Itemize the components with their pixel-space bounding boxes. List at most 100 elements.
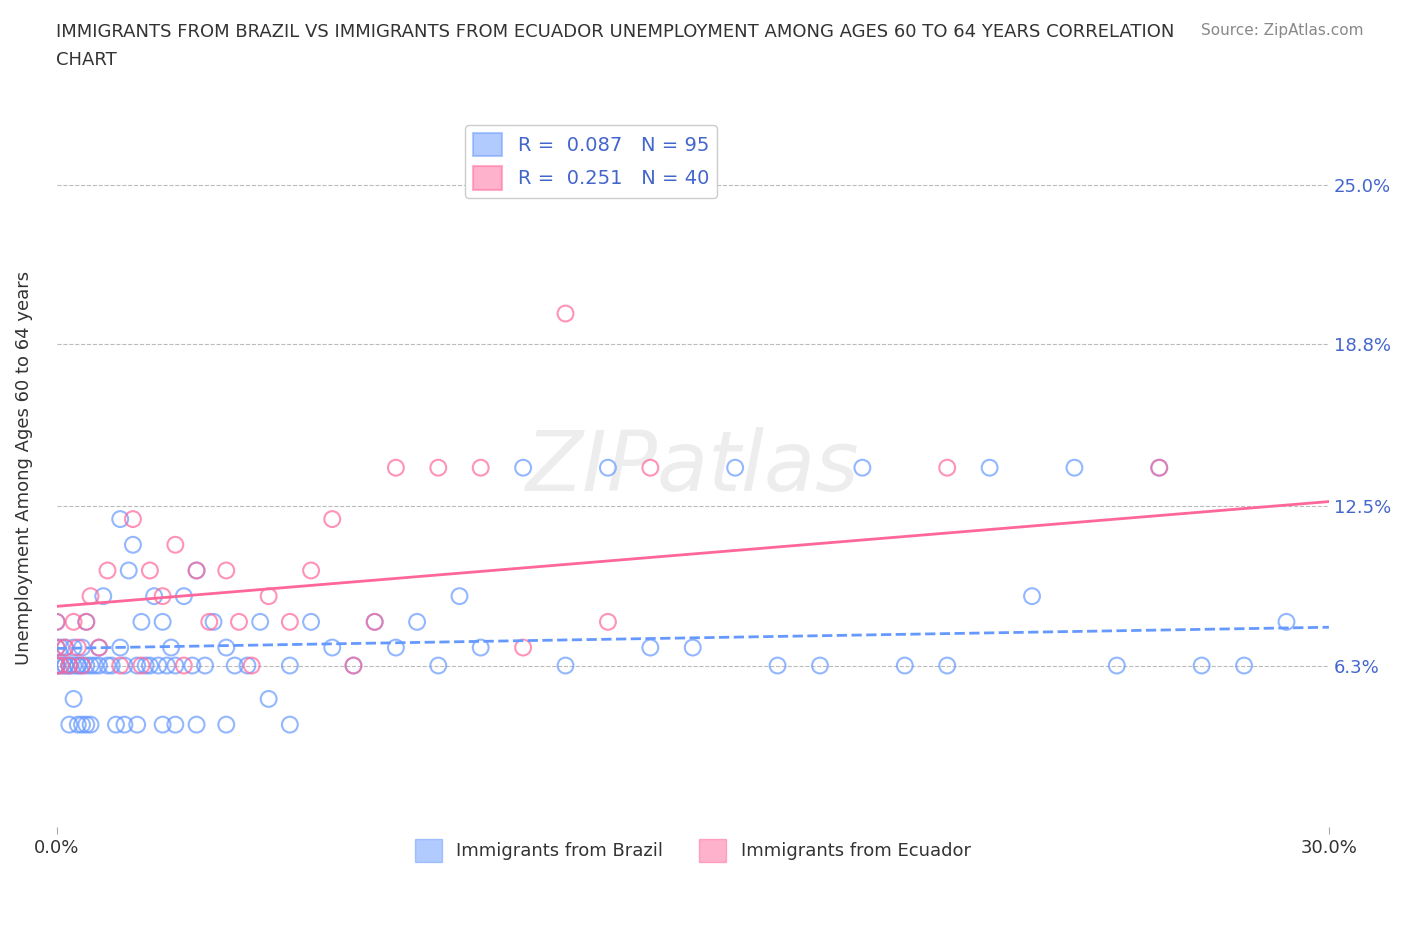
Point (110, 512, 132, 526)
Point (62, 692, 84, 707)
Point (122, 512, 145, 526)
Point (1063, 460, 1085, 475)
Point (299, 615, 322, 630)
Point (1149, 460, 1171, 475)
Point (240, 658, 263, 673)
Point (640, 640, 662, 655)
Point (100, 658, 122, 673)
Point (79, 717, 101, 732)
Point (1149, 460, 1171, 475)
Point (49, 658, 72, 673)
Point (45, 640, 67, 655)
Point (470, 460, 492, 475)
Point (724, 460, 747, 475)
Point (66, 658, 89, 673)
Point (70, 717, 93, 732)
Point (936, 460, 959, 475)
Point (342, 658, 364, 673)
Point (139, 658, 162, 673)
Point (554, 306, 576, 321)
Point (53, 658, 76, 673)
Text: Source: ZipAtlas.com: Source: ZipAtlas.com (1201, 23, 1364, 38)
Point (75, 717, 97, 732)
Point (53, 658, 76, 673)
Point (110, 658, 132, 673)
Point (1021, 589, 1043, 604)
Point (79, 658, 101, 673)
Point (75, 658, 97, 673)
Point (152, 717, 174, 732)
Point (96, 658, 118, 673)
Point (87, 658, 110, 673)
Point (342, 658, 364, 673)
Point (83, 658, 105, 673)
Point (148, 658, 170, 673)
Point (160, 640, 183, 655)
Point (321, 512, 343, 526)
Point (278, 717, 301, 732)
Point (152, 589, 174, 604)
Point (66, 717, 89, 732)
Point (202, 615, 225, 630)
Point (118, 563, 141, 578)
Point (766, 658, 789, 673)
Point (257, 589, 280, 604)
Point (49, 640, 72, 655)
Point (1233, 658, 1256, 673)
Point (87, 640, 110, 655)
Point (257, 692, 280, 707)
Point (385, 460, 408, 475)
Point (62, 640, 84, 655)
Legend: Immigrants from Brazil, Immigrants from Ecuador: Immigrants from Brazil, Immigrants from … (408, 832, 979, 869)
Point (363, 615, 385, 630)
Point (299, 563, 322, 578)
Y-axis label: Unemployment Among Ages 60 to 64 years: Unemployment Among Ages 60 to 64 years (15, 271, 32, 665)
Point (45, 615, 67, 630)
Point (186, 563, 208, 578)
Point (165, 717, 187, 732)
Point (70, 640, 93, 655)
Point (45, 615, 67, 630)
Point (186, 717, 208, 732)
Text: IMMIGRANTS FROM BRAZIL VS IMMIGRANTS FROM ECUADOR UNEMPLOYMENT AMONG AGES 60 TO : IMMIGRANTS FROM BRAZIL VS IMMIGRANTS FRO… (56, 23, 1174, 41)
Point (75, 615, 97, 630)
Point (186, 563, 208, 578)
Point (406, 615, 429, 630)
Point (979, 460, 1001, 475)
Point (62, 615, 84, 630)
Point (104, 717, 127, 732)
Point (596, 615, 619, 630)
Point (49, 658, 72, 673)
Point (236, 658, 259, 673)
Point (181, 658, 204, 673)
Point (79, 589, 101, 604)
Point (1275, 615, 1298, 630)
Point (135, 658, 157, 673)
Point (143, 589, 166, 604)
Point (45, 658, 67, 673)
Point (449, 589, 471, 604)
Point (114, 658, 136, 673)
Point (58, 658, 80, 673)
Point (470, 640, 492, 655)
Point (554, 658, 576, 673)
Point (45, 658, 67, 673)
Point (53, 640, 76, 655)
Point (851, 460, 873, 475)
Point (139, 563, 162, 578)
Point (427, 460, 450, 475)
Point (278, 615, 301, 630)
Point (215, 717, 238, 732)
Point (363, 615, 385, 630)
Point (62, 658, 84, 673)
Point (894, 658, 917, 673)
Point (131, 615, 153, 630)
Point (165, 658, 187, 673)
Point (58, 658, 80, 673)
Text: CHART: CHART (56, 51, 117, 69)
Point (127, 658, 149, 673)
Point (127, 717, 149, 732)
Point (165, 538, 187, 552)
Point (640, 460, 662, 475)
Point (228, 615, 250, 630)
